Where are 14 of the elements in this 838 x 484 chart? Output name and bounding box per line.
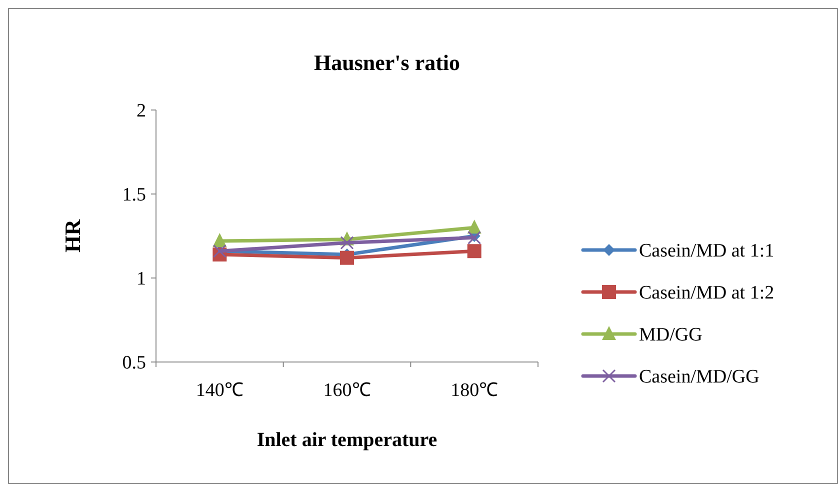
y-tick-label: 0.5	[122, 352, 146, 374]
y-tick-label: 1.5	[122, 184, 146, 206]
legend-label: MD/GG	[639, 324, 703, 346]
y-axis-title: HR	[60, 218, 85, 252]
legend-label: Casein/MD/GG	[639, 366, 760, 388]
legend-label: Casein/MD at 1:1	[639, 240, 774, 262]
legend-label: Casein/MD at 1:2	[639, 282, 774, 304]
x-tick-label: 140℃	[196, 380, 244, 401]
x-axis-title: Inlet air temperature	[256, 429, 438, 451]
x-tick-label: 180℃	[450, 380, 498, 401]
y-tick-label: 1	[136, 268, 146, 290]
x-tick-label: 160℃	[323, 380, 371, 401]
y-tick-label: 2	[136, 100, 146, 122]
chart-title: Hausner's ratio	[314, 50, 460, 75]
